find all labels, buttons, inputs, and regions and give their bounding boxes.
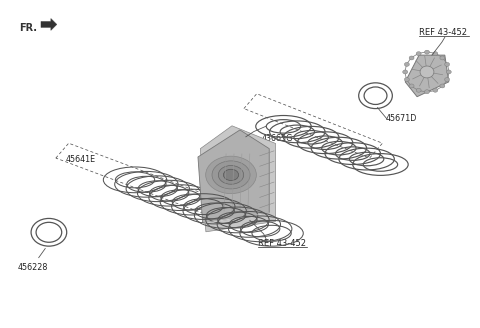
Polygon shape xyxy=(405,55,449,97)
Ellipse shape xyxy=(409,56,414,60)
Ellipse shape xyxy=(403,70,408,74)
Text: 456228: 456228 xyxy=(17,263,48,272)
Ellipse shape xyxy=(433,52,438,56)
Ellipse shape xyxy=(433,88,438,92)
Ellipse shape xyxy=(404,77,409,81)
Ellipse shape xyxy=(416,88,421,92)
Ellipse shape xyxy=(212,161,250,189)
Ellipse shape xyxy=(205,156,256,194)
Polygon shape xyxy=(41,18,57,31)
Text: 45671D: 45671D xyxy=(385,114,417,123)
Polygon shape xyxy=(198,130,269,223)
Ellipse shape xyxy=(218,166,244,184)
Ellipse shape xyxy=(416,52,421,56)
Ellipse shape xyxy=(440,84,445,88)
Ellipse shape xyxy=(409,84,414,88)
Text: FR.: FR. xyxy=(19,23,37,33)
Ellipse shape xyxy=(404,62,409,66)
Ellipse shape xyxy=(420,66,434,78)
Ellipse shape xyxy=(223,169,239,180)
Ellipse shape xyxy=(444,62,450,66)
Text: 45641E: 45641E xyxy=(66,155,96,164)
Ellipse shape xyxy=(440,56,445,60)
Text: REF 43-452: REF 43-452 xyxy=(419,28,467,37)
Ellipse shape xyxy=(446,70,451,74)
Ellipse shape xyxy=(424,90,430,94)
Polygon shape xyxy=(200,126,276,232)
Ellipse shape xyxy=(444,77,450,81)
Ellipse shape xyxy=(424,50,430,54)
Text: REF 43-452: REF 43-452 xyxy=(258,239,306,248)
Text: 43665G: 43665G xyxy=(262,134,293,143)
